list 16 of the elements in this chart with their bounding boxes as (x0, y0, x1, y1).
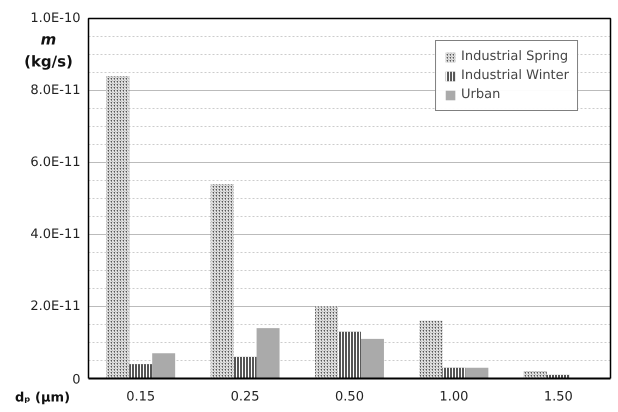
y-tick-label: 2.0E-11 (30, 299, 81, 314)
legend-label: Industrial Spring (461, 49, 568, 64)
legend-label: Industrial Winter (461, 68, 569, 83)
x-tick-label: 0.25 (230, 390, 260, 404)
x-tick-label: 1.00 (439, 390, 468, 404)
y-tick-label: 0 (72, 372, 81, 388)
y-tick-label: 8.0E-11 (30, 83, 81, 98)
x-tick-label: 1.50 (544, 390, 573, 404)
legend-label: Urban (461, 87, 500, 102)
y-axis-title: m (kg/s) (24, 30, 73, 70)
x-axis-title: dₚ (µm) (14, 390, 70, 406)
x-tick-label: 0.50 (335, 390, 364, 404)
y-tick-label: 1.0E-10 (30, 11, 81, 26)
y-tick-label: 4.0E-11 (30, 227, 81, 242)
x-tick-label: 0.15 (126, 390, 156, 404)
y-tick-label: 6.0E-11 (30, 155, 81, 170)
